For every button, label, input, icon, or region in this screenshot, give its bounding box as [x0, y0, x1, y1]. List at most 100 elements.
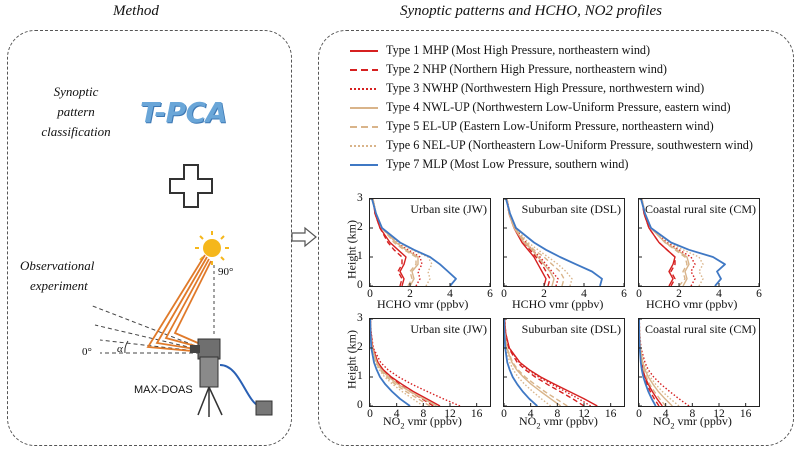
site-label: Urban site (JW): [410, 322, 487, 336]
profile-plot-no2-2: Suburban site (DSL): [503, 318, 625, 407]
tpca-logo: T-PCA: [140, 96, 227, 129]
x-tick-label: 16: [470, 408, 483, 420]
y-tick-label: 2: [357, 341, 363, 353]
angle-alpha-label: α: [117, 343, 123, 355]
series-line-type7: [371, 199, 457, 286]
x-tick-label: 4: [527, 408, 534, 420]
angle-90-label: 90°: [218, 266, 234, 278]
profile-plot-no2-3: Coastal rural site (CM): [638, 318, 760, 407]
no2-prefix: NO: [653, 414, 671, 428]
plot-area: [370, 199, 490, 286]
y-tick-label: 0: [357, 279, 363, 291]
x-axis-label-hcho-1: HCHO vmr (ppbv): [377, 297, 469, 311]
legend-item-type5: Type 5 EL-UP (Eastern Low-Uniform Pressu…: [350, 117, 714, 136]
y-tick-label: 0: [357, 399, 363, 411]
legend-item-type7: Type 7 MLP (Most Low Pressure, southern …: [350, 155, 628, 174]
x-tick-label: 6: [487, 288, 493, 300]
legend-label: Type 1 MHP (Most High Pressure, northeas…: [386, 43, 651, 57]
x-tick-label: 2: [541, 288, 547, 300]
no2-sub: 2: [400, 421, 405, 431]
method-title: Method: [113, 3, 159, 19]
synoptic-label: Synoptic pattern classification: [36, 82, 116, 142]
legend-item-type4: Type 4 NWL-UP (Northwestern Low-Uniform …: [350, 98, 731, 117]
legend-swatch: [350, 68, 378, 71]
x-axis-label-hcho-2: HCHO vmr (ppbv): [512, 297, 604, 311]
x-axis-label-no2-3: NO2 vmr (ppbv): [653, 414, 732, 430]
x-tick-label: 2: [676, 288, 682, 300]
x-tick-label: 6: [756, 288, 762, 300]
no2-sub: 2: [536, 421, 541, 431]
sun-icon: [195, 231, 229, 265]
legend-swatch: [350, 87, 378, 90]
series-line-type4: [504, 319, 562, 406]
max-doas-schematic: [89, 231, 273, 417]
observational-label-line2: experiment: [30, 278, 88, 293]
legend-item-type2: Type 2 NHP (Northern High Pressure, nort…: [350, 60, 667, 79]
no2-prefix: NO: [519, 414, 537, 428]
instrument-label: MAX-DOAS: [134, 384, 193, 396]
x-tick-label: 2: [407, 288, 413, 300]
angle-0-label: 0°: [82, 346, 92, 358]
x-tick-label: 0: [367, 408, 373, 420]
legend-label: Type 2 NHP (Northern High Pressure, nort…: [386, 62, 667, 76]
x-tick-label: 0: [636, 408, 642, 420]
y-tick-label: 2: [357, 221, 363, 233]
plus-icon: [169, 164, 213, 208]
x-tick-label: 0: [501, 408, 507, 420]
site-label: Coastal rural site (CM): [645, 202, 756, 216]
y-tick-label: 1: [357, 250, 363, 262]
legend-swatch: [350, 49, 378, 52]
no2-suffix: vmr (ppbv): [540, 414, 598, 428]
y-tick-label: 1: [357, 370, 363, 382]
plot-area: [639, 199, 759, 286]
series-line-type3: [370, 319, 461, 406]
legend-swatch: [350, 144, 378, 147]
x-axis-label-hcho-3: HCHO vmr (ppbv): [646, 297, 738, 311]
x-tick-label: 8: [689, 408, 696, 420]
synoptic-label-line2: pattern: [57, 104, 95, 119]
profile-plot-hcho-1: Urban site (JW): [369, 198, 491, 287]
x-tick-label: 16: [604, 408, 617, 420]
no2-suffix: vmr (ppbv): [674, 414, 732, 428]
x-axis-label-no2-2: NO2 vmr (ppbv): [519, 414, 598, 430]
plot-area: [639, 319, 747, 406]
site-label: Suburban site (DSL): [521, 322, 621, 336]
legend-label: Type 4 NWL-UP (Northwestern Low-Uniform …: [386, 100, 731, 114]
legend-item-type6: Type 6 NEL-UP (Northeastern Low-Uniform …: [350, 136, 753, 155]
series-line-type2: [506, 199, 551, 286]
series-line-type5: [504, 319, 568, 406]
observational-label-line1: Observational: [20, 258, 95, 273]
profile-plot-hcho-2: Suburban site (DSL): [503, 198, 625, 287]
x-tick-label: 6: [621, 288, 627, 300]
series-line-type2: [641, 199, 676, 286]
no2-sub: 2: [670, 421, 675, 431]
legend-swatch: [350, 125, 378, 128]
series-line-type7: [505, 199, 603, 286]
synoptic-label-line1: Synoptic: [53, 84, 99, 99]
series-line-type7: [370, 319, 411, 406]
x-tick-label: 0: [501, 288, 507, 300]
series-line-type3: [504, 319, 592, 406]
site-label: Coastal rural site (CM): [645, 322, 756, 336]
plot-area: [504, 199, 624, 286]
x-tick-label: 12: [713, 408, 725, 420]
x-tick-label: 0: [367, 288, 373, 300]
y-tick-label: 3: [357, 312, 363, 324]
observational-label: Observational experiment: [20, 256, 115, 296]
legend-item-type1: Type 1 MHP (Most High Pressure, northeas…: [350, 41, 650, 60]
series-line-type7: [640, 199, 726, 286]
x-tick-label: 4: [393, 408, 400, 420]
legend-label: Type 5 EL-UP (Eastern Low-Uniform Pressu…: [386, 119, 714, 133]
arrow-right-icon: [291, 226, 317, 248]
legend-item-type3: Type 3 NWHP (Northwestern High Pressure,…: [350, 79, 704, 98]
x-tick-label: 8: [554, 408, 561, 420]
site-label: Urban site (JW): [410, 202, 487, 216]
x-tick-label: 16: [739, 408, 752, 420]
x-tick-label: 4: [447, 288, 453, 300]
profile-plot-hcho-3: Coastal rural site (CM): [638, 198, 760, 287]
series-line-type5: [506, 199, 565, 286]
results-panel: [318, 30, 794, 446]
site-label: Suburban site (DSL): [521, 202, 621, 216]
no2-prefix: NO: [383, 414, 401, 428]
no2-suffix: vmr (ppbv): [404, 414, 462, 428]
